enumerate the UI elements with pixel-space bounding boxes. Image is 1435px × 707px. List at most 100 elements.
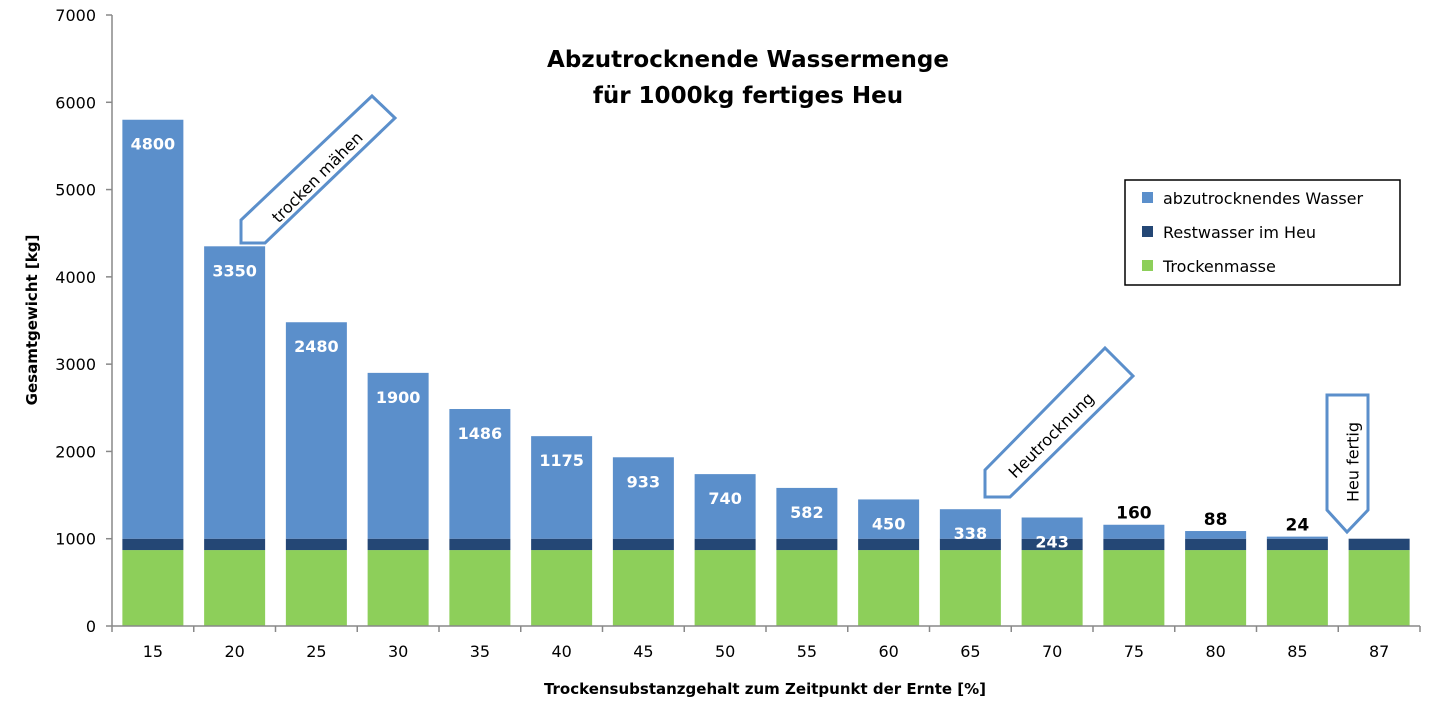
data-label: 160 (1116, 504, 1152, 524)
y-tick-label: 5000 (55, 181, 96, 200)
legend-swatch (1142, 260, 1153, 271)
bar-restwasser-im-heu-55 (776, 538, 838, 551)
bar-abzutrocknendes-wasser-65 (939, 509, 1001, 539)
y-tick-label: 7000 (55, 6, 96, 25)
bar-trockenmasse-55 (776, 550, 838, 626)
callout-shape (983, 345, 1136, 499)
bar-abzutrocknendes-wasser-50 (694, 474, 756, 539)
data-label: 24 (1286, 516, 1310, 536)
bar-restwasser-im-heu-45 (612, 538, 674, 551)
data-label: 88 (1204, 510, 1228, 530)
legend-box (1124, 179, 1401, 286)
bar-restwasser-im-heu-70 (1021, 538, 1083, 551)
x-tick-label: 15 (143, 642, 163, 661)
bar-restwasser-im-heu-87 (1348, 538, 1410, 551)
bar-trockenmasse-65 (939, 550, 1001, 626)
bar-restwasser-im-heu-75 (1103, 538, 1165, 551)
bar-abzutrocknendes-wasser-55 (776, 487, 838, 539)
y-tick-label: 4000 (55, 268, 96, 287)
chart-title-line2: für 1000kg fertiges Heu (593, 83, 903, 109)
bar-trockenmasse-35 (449, 550, 511, 626)
bar-restwasser-im-heu-40 (531, 538, 593, 551)
y-tick-label: 0 (86, 617, 96, 636)
bars-group: 4800 3350 2480 1900 1486 1175 933 740 582 450 338 2… (122, 119, 1410, 626)
bar-trockenmasse-60 (858, 550, 920, 626)
y-tick-label: 2000 (55, 442, 96, 461)
x-tick-label: 60 (878, 642, 898, 661)
bar-abzutrocknendes-wasser-40 (531, 436, 593, 539)
y-tick-label: 6000 (55, 93, 96, 112)
callout-text: Heu fertig (1344, 422, 1363, 502)
legend: abzutrocknendes Wasser Restwasser im Heu T… (1124, 179, 1401, 286)
x-tick-label: 70 (1042, 642, 1062, 661)
data-label: 1900 (376, 388, 421, 407)
bar-abzutrocknendes-wasser-15 (122, 119, 184, 539)
bar-abzutrocknendes-wasser-30 (367, 372, 429, 539)
bar-trockenmasse-85 (1266, 550, 1328, 626)
data-label: 243 (1035, 533, 1068, 552)
x-axis-label: Trockensubstanzgehalt zum Zeitpunkt der … (544, 680, 986, 698)
bar-restwasser-im-heu-20 (204, 538, 266, 551)
y-tick-label: 1000 (55, 530, 96, 549)
data-label: 2480 (294, 337, 339, 356)
data-label: 4800 (131, 135, 176, 154)
data-label: 582 (790, 503, 823, 522)
bar-restwasser-im-heu-35 (449, 538, 511, 551)
data-label: 3350 (212, 261, 257, 280)
bar-trockenmasse-30 (367, 550, 429, 626)
bar-abzutrocknendes-wasser-45 (612, 457, 674, 539)
chart-title-line1: Abzutrocknende Wassermenge (547, 47, 949, 73)
callout-text: trocken mähen (268, 128, 367, 227)
y-tick-label: 3000 (55, 355, 96, 374)
bar-trockenmasse-80 (1185, 550, 1247, 626)
legend-entry: Trockenmasse (1162, 257, 1276, 276)
data-label: 1486 (458, 424, 503, 443)
bar-trockenmasse-75 (1103, 550, 1165, 626)
x-tick-label: 55 (797, 642, 817, 661)
bar-trockenmasse-15 (122, 550, 184, 626)
bar-trockenmasse-50 (694, 550, 756, 626)
bar-abzutrocknendes-wasser-60 (858, 499, 920, 539)
bar-abzutrocknendes-wasser-80 (1185, 531, 1247, 539)
bar-restwasser-im-heu-15 (122, 538, 184, 551)
bar-abzutrocknendes-wasser-85 (1266, 536, 1328, 539)
bar-restwasser-im-heu-65 (939, 538, 1001, 551)
bar-abzutrocknendes-wasser-75 (1103, 524, 1165, 539)
x-tick-label: 87 (1369, 642, 1389, 661)
bar-trockenmasse-25 (285, 550, 347, 626)
data-label: 450 (872, 514, 905, 533)
callout-shape (1325, 393, 1370, 535)
x-tick-label: 65 (960, 642, 980, 661)
bar-restwasser-im-heu-25 (285, 538, 347, 551)
bar-restwasser-im-heu-30 (367, 538, 429, 551)
data-label: 933 (627, 472, 660, 491)
bar-abzutrocknendes-wasser-35 (449, 409, 511, 539)
bar-abzutrocknendes-wasser-20 (204, 246, 266, 539)
x-tick-label: 20 (224, 642, 244, 661)
bar-restwasser-im-heu-80 (1185, 538, 1247, 551)
bar-trockenmasse-45 (612, 550, 674, 626)
callout-shape (239, 93, 398, 245)
x-tick-label: 30 (388, 642, 408, 661)
y-axis-label: Gesamtgewicht [kg] (23, 235, 41, 406)
bar-trockenmasse-40 (531, 550, 593, 626)
data-label: 338 (954, 524, 987, 543)
bar-abzutrocknendes-wasser-70 (1021, 517, 1083, 539)
legend-entry: abzutrocknendes Wasser (1163, 189, 1364, 208)
x-tick-label: 25 (306, 642, 326, 661)
bar-abzutrocknendes-wasser-25 (285, 322, 347, 539)
bar-restwasser-im-heu-60 (858, 538, 920, 551)
legend-swatch (1142, 226, 1153, 237)
data-label: 740 (708, 489, 741, 508)
axes-group: 15 20 25 30 35 40 45 50 55 60 65 70 75 80 85 87 0 1000 200… (55, 6, 1421, 661)
x-tick-label: 45 (633, 642, 653, 661)
x-tick-label: 75 (1124, 642, 1144, 661)
bar-restwasser-im-heu-50 (694, 538, 756, 551)
x-tick-label: 50 (715, 642, 735, 661)
x-tick-label: 35 (470, 642, 490, 661)
legend-entry: Restwasser im Heu (1163, 223, 1316, 242)
bar-trockenmasse-87 (1348, 550, 1410, 626)
bar-trockenmasse-70 (1021, 550, 1083, 626)
data-label: 1175 (539, 451, 584, 470)
